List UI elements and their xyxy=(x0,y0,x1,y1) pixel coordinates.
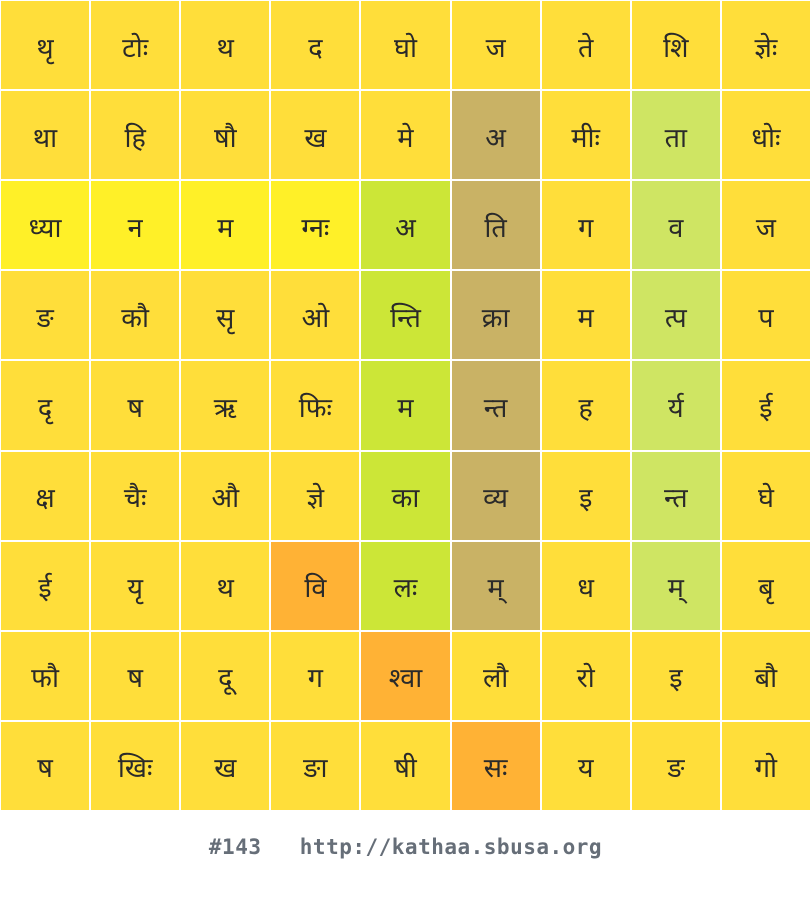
footer: #143 http://kathaa.sbusa.org xyxy=(0,835,811,859)
grid-cell-r2-c2[interactable]: हि xyxy=(91,91,180,180)
site-url: http://kathaa.sbusa.org xyxy=(299,835,603,859)
grid-cell-r8-c9[interactable]: बौ xyxy=(721,631,810,720)
grid-cell-r9-c6[interactable]: सः xyxy=(451,721,540,810)
grid-cell-r1-c7[interactable]: ते xyxy=(541,1,630,90)
grid-cell-r1-c9[interactable]: ज्ञेः xyxy=(721,1,810,90)
puzzle-number: #143 xyxy=(208,835,262,859)
grid-cell-r4-c3[interactable]: सृ xyxy=(181,271,270,360)
grid-cell-r2-c3[interactable]: षौ xyxy=(181,91,270,180)
grid-cell-r5-c1[interactable]: दृ xyxy=(1,361,90,450)
grid-cell-r7-c5[interactable]: लः xyxy=(361,541,450,630)
grid-cell-r1-c2[interactable]: टोः xyxy=(91,1,180,90)
grid-cell-r4-c8[interactable]: त्प xyxy=(631,271,720,360)
grid-cell-r7-c3[interactable]: थ xyxy=(181,541,270,630)
grid-cell-r8-c2[interactable]: ष xyxy=(91,631,180,720)
grid-cell-r8-c8[interactable]: इ xyxy=(631,631,720,720)
grid-cell-r9-c2[interactable]: खिः xyxy=(91,721,180,810)
grid-cell-r6-c5[interactable]: का xyxy=(361,451,450,540)
grid-cell-r4-c7[interactable]: म xyxy=(541,271,630,360)
grid-cell-r6-c7[interactable]: इ xyxy=(541,451,630,540)
grid-cell-r4-c2[interactable]: कौ xyxy=(91,271,180,360)
grid-cell-r9-c8[interactable]: ङ xyxy=(631,721,720,810)
grid-cell-r9-c3[interactable]: ख xyxy=(181,721,270,810)
grid-cell-r3-c9[interactable]: ज xyxy=(721,181,810,270)
grid-cell-r7-c9[interactable]: बृ xyxy=(721,541,810,630)
grid-cell-r8-c5[interactable]: श्वा xyxy=(361,631,450,720)
grid-cell-r7-c1[interactable]: ई xyxy=(1,541,90,630)
grid-cell-r9-c7[interactable]: य xyxy=(541,721,630,810)
grid-cell-r4-c4[interactable]: ओ xyxy=(271,271,360,360)
grid-cell-r8-c4[interactable]: ग xyxy=(271,631,360,720)
grid-cell-r7-c4[interactable]: वि xyxy=(271,541,360,630)
grid-cell-r1-c6[interactable]: ज xyxy=(451,1,540,90)
grid-cell-r3-c4[interactable]: ग्नः xyxy=(271,181,360,270)
grid-cell-r6-c1[interactable]: क्ष xyxy=(1,451,90,540)
grid-cell-r5-c9[interactable]: ई xyxy=(721,361,810,450)
grid-cell-r8-c1[interactable]: फौ xyxy=(1,631,90,720)
grid-cell-r7-c2[interactable]: यृ xyxy=(91,541,180,630)
grid-cell-r2-c4[interactable]: ख xyxy=(271,91,360,180)
grid-cell-r2-c6[interactable]: अ xyxy=(451,91,540,180)
grid-cell-r6-c9[interactable]: घे xyxy=(721,451,810,540)
grid-cell-r5-c8[interactable]: र्य xyxy=(631,361,720,450)
grid-cell-r1-c1[interactable]: थृ xyxy=(1,1,90,90)
grid-cell-r3-c8[interactable]: व xyxy=(631,181,720,270)
grid-cell-r1-c4[interactable]: द xyxy=(271,1,360,90)
grid-cell-r5-c2[interactable]: ष xyxy=(91,361,180,450)
grid-cell-r5-c4[interactable]: फिः xyxy=(271,361,360,450)
grid-cell-r3-c2[interactable]: न xyxy=(91,181,180,270)
grid-cell-r6-c6[interactable]: व्य xyxy=(451,451,540,540)
grid-cell-r3-c6[interactable]: ति xyxy=(451,181,540,270)
grid-cell-r1-c5[interactable]: घो xyxy=(361,1,450,90)
grid-cell-r4-c9[interactable]: प xyxy=(721,271,810,360)
grid-cell-r8-c7[interactable]: रो xyxy=(541,631,630,720)
grid-cell-r6-c2[interactable]: चैः xyxy=(91,451,180,540)
grid-cell-r3-c5[interactable]: अ xyxy=(361,181,450,270)
grid-cell-r2-c1[interactable]: था xyxy=(1,91,90,180)
grid-cell-r3-c7[interactable]: ग xyxy=(541,181,630,270)
grid-cell-r5-c3[interactable]: ऋ xyxy=(181,361,270,450)
grid-cell-r8-c3[interactable]: दू xyxy=(181,631,270,720)
grid-cell-r1-c3[interactable]: थ xyxy=(181,1,270,90)
grid-cell-r6-c3[interactable]: औ xyxy=(181,451,270,540)
grid-cell-r6-c8[interactable]: न्त xyxy=(631,451,720,540)
grid-cell-r7-c6[interactable]: म् xyxy=(451,541,540,630)
grid-cell-r9-c1[interactable]: ष xyxy=(1,721,90,810)
letter-grid: थृ टोः थ द घो ज ते शि ज्ञेः था हि षौ ख मे अ मीः ता धोः ध्य… xyxy=(0,0,811,811)
grid-cell-r2-c9[interactable]: धोः xyxy=(721,91,810,180)
grid-cell-r2-c5[interactable]: मे xyxy=(361,91,450,180)
grid-cell-r9-c4[interactable]: ङा xyxy=(271,721,360,810)
grid-cell-r1-c8[interactable]: शि xyxy=(631,1,720,90)
grid-cell-r4-c1[interactable]: ङ xyxy=(1,271,90,360)
grid-cell-r7-c8[interactable]: म् xyxy=(631,541,720,630)
grid-cell-r8-c6[interactable]: लौ xyxy=(451,631,540,720)
grid-cell-r5-c6[interactable]: न्त xyxy=(451,361,540,450)
grid-cell-r9-c9[interactable]: गो xyxy=(721,721,810,810)
grid-cell-r7-c7[interactable]: ध xyxy=(541,541,630,630)
grid-cell-r9-c5[interactable]: षी xyxy=(361,721,450,810)
grid-cell-r2-c8[interactable]: ता xyxy=(631,91,720,180)
grid-cell-r2-c7[interactable]: मीः xyxy=(541,91,630,180)
grid-cell-r3-c3[interactable]: म xyxy=(181,181,270,270)
grid-cell-r6-c4[interactable]: ज्ञे xyxy=(271,451,360,540)
grid-cell-r5-c7[interactable]: ह xyxy=(541,361,630,450)
grid-cell-r3-c1[interactable]: ध्या xyxy=(1,181,90,270)
grid-cell-r4-c6[interactable]: क्रा xyxy=(451,271,540,360)
grid-cell-r4-c5[interactable]: न्ति xyxy=(361,271,450,360)
grid-cell-r5-c5[interactable]: म xyxy=(361,361,450,450)
